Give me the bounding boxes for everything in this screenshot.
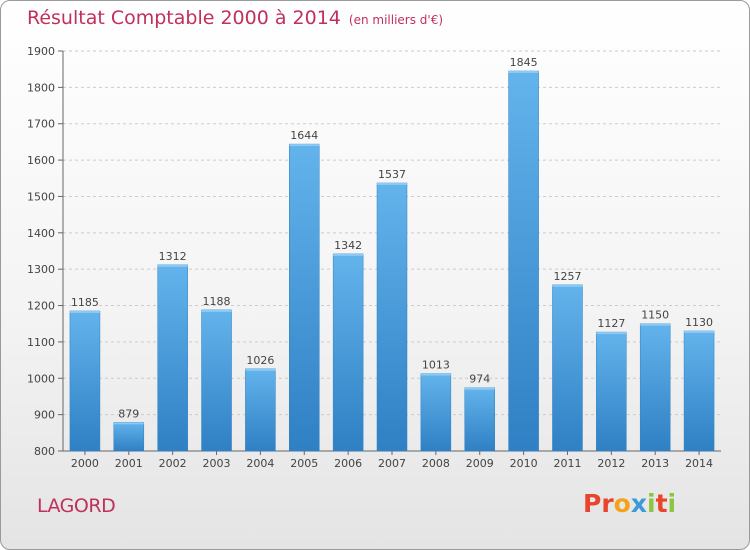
logo-letter: r (601, 489, 614, 518)
bar (289, 143, 320, 452)
data-label: 1026 (246, 354, 274, 367)
bar (113, 422, 145, 452)
bar-highlight (420, 373, 451, 376)
bar-highlight (289, 144, 320, 147)
x-tick-label: 2008 (422, 457, 450, 470)
y-tick-label: 900 (34, 409, 55, 422)
x-tick-label: 2007 (378, 457, 406, 470)
data-label: 1644 (290, 129, 318, 142)
bar (332, 253, 364, 452)
data-label: 1537 (378, 168, 406, 181)
logo-letter: t (655, 489, 668, 518)
bar-highlight (684, 331, 715, 333)
bar (464, 387, 495, 452)
bar-highlight (640, 323, 671, 326)
bar-highlight (245, 368, 276, 371)
bar-highlight (113, 422, 144, 425)
x-tick-label: 2014 (685, 457, 713, 470)
x-tick-label: 2006 (334, 457, 362, 470)
x-tick-label: 2003 (203, 457, 231, 470)
data-label: 879 (118, 407, 139, 420)
logo-letter: o (613, 489, 631, 518)
data-label: 1150 (641, 309, 669, 322)
x-tick-label: 2009 (466, 457, 494, 470)
x-tick-label: 2005 (290, 457, 318, 470)
x-tick-label: 2000 (71, 457, 99, 470)
x-tick-label: 2004 (246, 457, 274, 470)
data-labels: 1185 879 1312 1188 1026 1644 1342 1537 1013 974 18… (71, 56, 713, 420)
logo-letter: i (667, 489, 677, 518)
data-label: 1257 (553, 270, 581, 283)
x-tick-label: 2013 (641, 457, 669, 470)
data-label: 1013 (422, 359, 450, 372)
data-label: 1185 (71, 296, 99, 309)
y-tick-label: 1000 (27, 372, 55, 385)
chart-title-block: Résultat Comptable 2000 à 2014 (en millie… (27, 7, 443, 29)
logo-letter: P (583, 489, 602, 518)
bar (639, 323, 671, 452)
data-label: 1127 (597, 317, 625, 330)
chart-title: Résultat Comptable 2000 à 2014 (27, 7, 341, 29)
x-tick-label: 2002 (159, 457, 187, 470)
bar (376, 182, 408, 452)
y-tick-label: 800 (34, 445, 55, 458)
y-tick-label: 1300 (27, 263, 55, 276)
y-tick-label: 1500 (27, 190, 55, 203)
data-label: 1312 (159, 250, 187, 263)
x-tick-label: 2001 (115, 457, 143, 470)
y-tick-label: 1600 (27, 154, 55, 167)
x-tick-label: 2010 (510, 457, 538, 470)
bar (508, 70, 539, 452)
bar-highlight (69, 311, 100, 313)
bar-highlight (464, 387, 495, 390)
bar-highlight (596, 332, 627, 335)
x-tick-labels: 2000 2001 2002 2003 2004 2005 2006 2007 2008 2009… (71, 457, 713, 470)
y-tick-label: 1400 (27, 227, 55, 240)
data-label: 1130 (685, 316, 713, 329)
data-label: 974 (469, 373, 490, 386)
x-tick-label: 2011 (553, 457, 581, 470)
logo-letter: x (630, 489, 647, 518)
chart-subtitle: (en milliers d'€) (348, 13, 444, 27)
bar-highlight (333, 253, 364, 256)
y-tick-label: 1800 (27, 81, 55, 94)
data-label: 1342 (334, 239, 362, 252)
y-tick-label: 1100 (27, 336, 55, 349)
logo-letter: i (647, 489, 656, 518)
commune-name: LAGORD (37, 495, 116, 517)
bar-highlight (377, 183, 407, 185)
bars (69, 70, 715, 452)
x-tick-label: 2012 (597, 457, 625, 470)
y-tick-label: 1700 (27, 118, 55, 131)
data-label: 1845 (510, 56, 538, 69)
bar-highlight (157, 264, 188, 267)
bar-highlight (508, 71, 539, 73)
bar (596, 331, 627, 452)
bar (157, 264, 188, 452)
proxiti-logo: Proxiti (583, 489, 676, 518)
bar (683, 330, 715, 452)
y-tick-label: 1200 (27, 300, 55, 313)
bar (201, 309, 232, 452)
y-tick-label: 1900 (27, 45, 55, 58)
bar-highlight (201, 309, 232, 312)
bar-highlight (552, 284, 583, 287)
bar (245, 368, 276, 452)
data-label: 1188 (203, 295, 231, 308)
bar (420, 373, 452, 452)
bar (552, 284, 583, 452)
bar (69, 310, 101, 452)
y-tick-labels: 800 900 1000 1100 1200 1300 1400 1500 1600 1700 18… (27, 45, 55, 458)
